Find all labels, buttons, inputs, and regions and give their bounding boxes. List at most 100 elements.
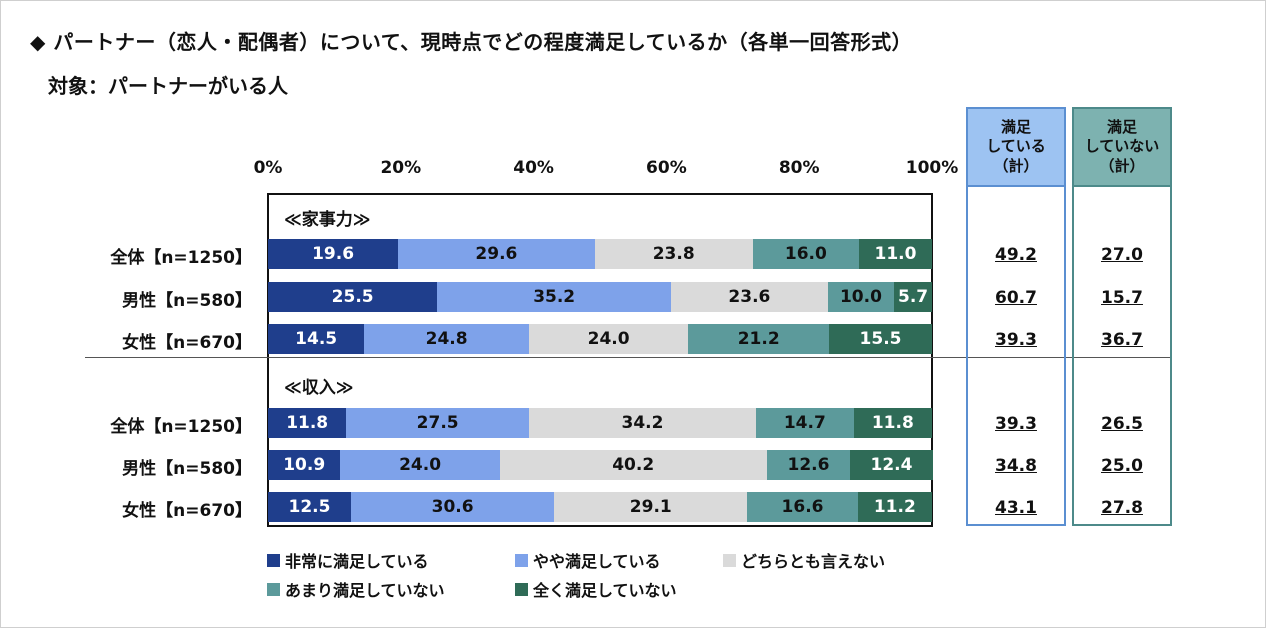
legend-item: どちらとも言えない — [723, 548, 885, 572]
bar-segment: 34.2 — [528, 408, 757, 438]
bar-value-label: 21.2 — [737, 329, 780, 349]
legend-label: あまり満足していない — [285, 581, 445, 600]
row-label: 女性【n=670】 — [122, 501, 252, 521]
row-label: 全体【n=1250】 — [110, 417, 252, 437]
bar-value-label: 12.4 — [870, 455, 913, 475]
legend-swatch — [267, 553, 280, 567]
row-label: 女性【n=670】 — [122, 333, 252, 353]
summary-satisfied-header-line: している — [986, 137, 1046, 156]
legend-label: やや満足している — [533, 552, 661, 571]
summary-unsatisfied-header-line: （計） — [1099, 156, 1145, 175]
bar-value-label: 10.0 — [839, 287, 882, 307]
satisfied-total-value: 60.7 — [995, 288, 1037, 308]
bar-segment: 10.0 — [827, 282, 895, 312]
summary-satisfied-header: 満足 している （計） — [968, 109, 1064, 187]
x-tick-label: 0% — [253, 158, 283, 178]
bar-value-label: 29.6 — [475, 244, 518, 264]
bar-value-label: 11.8 — [871, 413, 914, 433]
bar-segment: 24.0 — [340, 450, 500, 480]
bar-segment: 23.8 — [594, 239, 753, 269]
legend-swatch — [267, 582, 280, 596]
bar-segment: 5.7 — [894, 282, 932, 312]
bar-value-label: 12.5 — [288, 497, 331, 517]
plot-area — [267, 193, 933, 527]
legend-swatch — [723, 553, 736, 567]
bar-segment: 10.9 — [268, 450, 341, 480]
bar-segment: 16.6 — [747, 492, 858, 522]
bar-value-label: 35.2 — [533, 287, 576, 307]
bar-value-label: 24.0 — [399, 455, 442, 475]
bar-segment: 30.6 — [351, 492, 555, 522]
bar-value-label: 23.6 — [728, 287, 771, 307]
group-separator — [85, 357, 1170, 358]
summary-satisfied-header-line: （計） — [993, 156, 1039, 175]
legend-item: やや満足している — [515, 548, 661, 572]
bar-segment: 25.5 — [268, 282, 438, 312]
unsatisfied-total-value: 27.0 — [1101, 245, 1143, 265]
unsatisfied-total-value: 36.7 — [1101, 330, 1143, 350]
x-tick-label: 20% — [380, 158, 422, 178]
satisfied-total-value: 39.3 — [995, 414, 1037, 434]
summary-satisfied-column: 満足 している （計） 49.2 60.7 39.3 39.3 34.8 43.1 — [966, 107, 1066, 526]
satisfied-total-value: 43.1 — [995, 498, 1037, 518]
legend-item: 非常に満足している — [267, 548, 429, 572]
row-label: 全体【n=1250】 — [110, 248, 252, 268]
bar-segment: 15.5 — [829, 324, 932, 354]
bar-segment: 11.8 — [268, 408, 347, 438]
bar-segment: 24.0 — [528, 324, 689, 354]
bar-value-label: 10.9 — [283, 455, 326, 475]
legend-item: あまり満足していない — [267, 577, 445, 601]
bar-value-label: 11.2 — [873, 497, 916, 517]
bar-value-label: 34.2 — [621, 413, 664, 433]
bar-segment: 29.1 — [554, 492, 748, 522]
legend-swatch — [515, 582, 528, 596]
bar-segment: 11.8 — [853, 408, 932, 438]
legend-item: 全く満足していない — [515, 577, 677, 601]
x-tick-label: 100% — [905, 158, 959, 178]
bar-value-label: 24.0 — [587, 329, 630, 349]
bar-segment: 35.2 — [437, 282, 672, 312]
legend-label: どちらとも言えない — [741, 552, 886, 571]
bar-segment: 40.2 — [499, 450, 767, 480]
bar-segment: 27.5 — [346, 408, 529, 438]
legend-label: 非常に満足している — [285, 552, 429, 571]
bar-segment: 19.6 — [268, 239, 399, 269]
bar-segment: 21.2 — [688, 324, 830, 354]
summary-unsatisfied-header: 満足 していない （計） — [1074, 109, 1170, 187]
satisfied-total-value: 49.2 — [995, 245, 1037, 265]
section-label: ≪収入≫ — [284, 378, 354, 398]
unsatisfied-total-value: 15.7 — [1101, 288, 1143, 308]
bar-value-label: 12.6 — [787, 455, 830, 475]
legend-swatch — [515, 553, 528, 567]
summary-unsatisfied-header-line: 満足 — [1106, 117, 1137, 136]
bar-segment: 24.8 — [364, 324, 529, 354]
x-tick-label: 60% — [646, 158, 687, 178]
bar-segment: 14.5 — [268, 324, 365, 354]
bar-value-label: 29.1 — [629, 497, 672, 517]
section-label: ≪家事力≫ — [284, 210, 371, 230]
bar-segment: 23.6 — [671, 282, 828, 312]
bar-value-label: 24.8 — [425, 329, 468, 349]
bar-value-label: 16.6 — [781, 497, 824, 517]
bar-value-label: 5.7 — [898, 287, 929, 307]
unsatisfied-total-value: 27.8 — [1101, 498, 1143, 518]
bar-value-label: 40.2 — [612, 455, 655, 475]
satisfied-total-value: 39.3 — [995, 330, 1037, 350]
bar-segment: 12.4 — [850, 450, 933, 480]
bar-segment: 12.5 — [268, 492, 351, 522]
bar-value-label: 14.5 — [295, 329, 338, 349]
bar-value-label: 25.5 — [331, 287, 374, 307]
chart-title: ◆ パートナー（恋人・配偶者）について、現時点でどの程度満足しているか（各単一回… — [30, 30, 913, 54]
bar-value-label: 11.8 — [286, 413, 329, 433]
row-label: 男性【n=580】 — [122, 291, 252, 311]
bar-segment: 29.6 — [398, 239, 595, 269]
bar-value-label: 27.5 — [416, 413, 459, 433]
bar-value-label: 23.8 — [652, 244, 695, 264]
bar-segment: 16.0 — [752, 239, 859, 269]
satisfied-total-value: 34.8 — [995, 456, 1037, 476]
unsatisfied-total-value: 26.5 — [1101, 414, 1143, 434]
bar-value-label: 19.6 — [312, 244, 355, 264]
summary-unsatisfied-column: 満足 していない （計） 27.0 15.7 36.7 26.5 25.0 27.8 — [1072, 107, 1172, 526]
unsatisfied-total-value: 25.0 — [1101, 456, 1143, 476]
x-tick-label: 40% — [513, 158, 554, 178]
